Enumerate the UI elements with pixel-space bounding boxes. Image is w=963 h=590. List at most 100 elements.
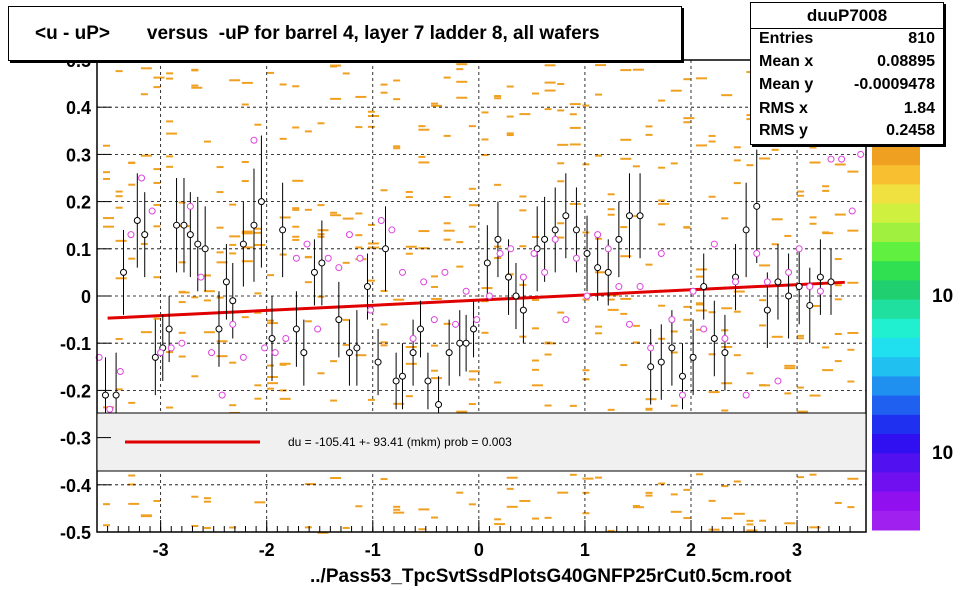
hist-cell [254,292,262,295]
hist-cell [796,410,808,413]
colorbar-cell [872,357,920,377]
hist-cell [695,144,707,147]
hist-cell [456,80,468,83]
stats-separator [751,28,943,29]
profile-point [353,344,361,352]
profile-point [279,226,287,234]
colorbar-cell [872,491,920,512]
profile-point-magenta [138,174,146,182]
profile-point-magenta [367,306,375,314]
hist-cell [683,226,691,229]
hist-cell [632,68,644,71]
profile-point-magenta [753,250,761,258]
hist-cell [292,225,300,228]
hist-cell [847,281,859,284]
hist-cell [330,64,342,67]
hist-cell [178,60,186,63]
hist-cell [822,231,830,234]
hist-cell [254,397,262,400]
hist-cell [670,493,678,496]
profile-point [229,297,237,305]
hist-cell [178,301,186,304]
hist-cell [468,503,476,506]
hist-cell [153,86,161,89]
hist-cell [695,268,707,271]
hist-cell [317,122,325,125]
hist-cell [569,126,581,129]
hist-cell [103,171,110,174]
hist-cell [191,375,199,378]
profile-point-magenta [335,264,343,272]
profile-point [335,316,343,324]
hist-cell [834,163,846,166]
hist-cell [216,340,228,343]
hist-cell [393,298,405,301]
hist-cell [431,297,443,300]
hist-cell [645,125,653,128]
profile-point-magenta [604,245,612,253]
hist-cell [620,226,628,229]
hist-cell [481,138,489,141]
profile-point [250,221,258,229]
hist-cell [431,344,439,347]
hist-cell [128,162,136,165]
hist-cell [304,255,312,258]
profile-point-magenta [314,325,322,333]
hist-cell [796,386,804,389]
profile-point [615,235,623,243]
hist-cell [494,381,502,384]
profile-point-magenta [377,216,385,224]
hist-cell [330,97,342,100]
hist-cell [203,500,211,503]
hist-cell [708,134,716,137]
hist-cell [317,295,325,298]
hist-cell [267,376,279,379]
hist-cell [569,404,577,407]
profile-point [445,349,453,357]
hist-cell [746,164,754,167]
hist-cell [809,161,821,164]
hist-cell [759,324,767,327]
hist-cell [456,491,464,494]
hist-cell [847,229,859,232]
hist-cell [847,380,855,383]
hist-cell [443,229,455,232]
hist-cell [796,334,804,337]
hist-cell [103,177,110,180]
profile-point-magenta [710,240,718,248]
hist-cell [254,123,262,126]
hist-cell [140,515,152,518]
hist-cell [569,143,581,146]
profile-point-magenta [689,287,697,295]
hist-cell [241,160,249,163]
fit-legend: du = -105.41 +- 93.41 (mkm) prob = 0.003 [96,412,867,472]
hist-cell [367,246,379,249]
hist-cell [670,89,682,92]
profile-point [636,212,644,220]
hist-cell [279,83,287,86]
hist-cell [279,362,291,365]
hist-cell [241,246,253,249]
hist-cell [708,311,716,314]
hist-cell [405,190,413,193]
hist-cell [241,316,249,319]
hist-cell [595,237,603,240]
hist-cell [216,191,224,194]
legend-text: du = -105.41 +- 93.41 (mkm) prob = 0.003 [288,435,512,449]
hist-cell [393,147,401,150]
hist-cell [506,115,514,118]
profile-point-magenta [806,283,814,291]
profile-point [382,245,390,253]
colorbar-label-upper: 10 [932,286,954,307]
hist-cell [355,234,363,237]
profile-point-magenta [615,283,623,291]
hist-cell [557,143,569,146]
profile-point [151,353,159,361]
hist-cell [708,140,716,143]
hist-cell [658,482,666,485]
hist-cell [178,355,186,358]
stats-box: duuP7008 Entries 810 Mean x 0.08895 Mean… [750,2,944,145]
profile-point [551,226,559,234]
hist-cell [784,234,792,237]
hist-cell [557,236,565,239]
